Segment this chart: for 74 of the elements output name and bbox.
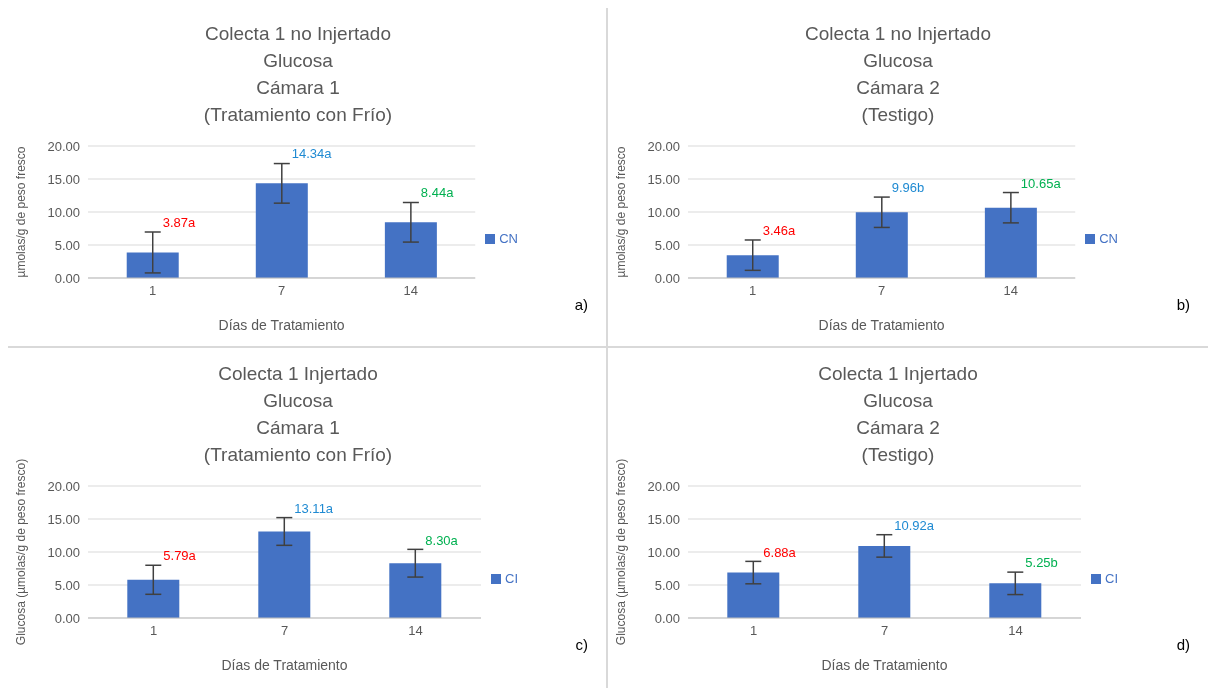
y-tick-label: 0.00 (54, 270, 80, 286)
x-tick-label: 14 (408, 623, 423, 639)
y-tick-label: 0.00 (54, 610, 80, 626)
x-tick-label: 1 (749, 623, 758, 639)
y-tick-label: 15.00 (647, 511, 680, 527)
x-axis-title: Días de Tratamiento (221, 657, 348, 673)
x-tick-label: 7 (277, 283, 286, 299)
x-tick-label: 7 (880, 623, 889, 639)
bar (727, 572, 780, 618)
y-tick-label: 20.00 (47, 478, 80, 494)
data-label: 10.92a (894, 518, 935, 534)
bar (855, 212, 908, 278)
x-tick-label: 14 (1003, 283, 1018, 299)
bar (984, 207, 1037, 278)
chart-title: Colecta 1 no Injertado Glucosa Cámara 1 (Tratamiento con Frío) (202, 22, 394, 127)
data-label: 5.79a (163, 548, 197, 564)
text: b) (1176, 296, 1190, 313)
y-tick-label: 15.00 (47, 171, 80, 187)
y-tick-label: 5.00 (654, 237, 680, 253)
x-tick-label: 7 (877, 283, 886, 299)
y-axis-title: Glucosa (µmolas/g de peso fresco) (614, 458, 629, 646)
data-label: 9.96b (891, 180, 925, 196)
y-tick-label: 15.00 (47, 511, 80, 527)
y-tick-label: 20.00 (47, 138, 80, 154)
y-tick-label: 5.00 (54, 577, 80, 593)
y-tick-label: 20.00 (647, 478, 680, 494)
y-tick-label: 15.00 (647, 171, 680, 187)
y-tick-label: 5.00 (654, 577, 680, 593)
chart-title: Colecta 1 no Injertado Glucosa Cámara 2 (Testigo) (804, 22, 992, 127)
bar (384, 222, 437, 278)
x-tick-label: 7 (280, 623, 289, 639)
text: d) (1176, 636, 1190, 653)
data-label: 6.88a (763, 544, 797, 560)
bar (858, 545, 911, 618)
legend-label: CI (1105, 570, 1118, 586)
data-label: 3.46a (762, 223, 797, 239)
data-label: 8.30a (425, 532, 459, 548)
x-tick-label: 14 (1008, 623, 1023, 639)
bar (389, 563, 442, 618)
data-label: 13.11a (294, 500, 334, 516)
legend-label: CN (1099, 230, 1118, 246)
legend-label: CI (505, 570, 518, 586)
bar (126, 252, 179, 278)
data-label: 14.34a (291, 146, 333, 162)
text: a) (574, 296, 588, 313)
data-label: 8.44a (420, 185, 455, 201)
y-axis-title: µmolas/g de peso fresco (614, 146, 629, 278)
bar (258, 531, 311, 618)
x-axis-title: Días de Tratamiento (818, 317, 945, 333)
x-tick-label: 1 (148, 283, 157, 299)
x-axis-title: Días de Tratamiento (821, 657, 948, 673)
x-axis-title: Días de Tratamiento (218, 317, 345, 333)
data-label: 3.87a (162, 214, 197, 230)
data-label: 5.25b (1025, 555, 1058, 571)
y-tick-label: 10.00 (647, 204, 680, 220)
y-tick-label: 0.00 (654, 270, 680, 286)
bar (989, 583, 1042, 618)
y-axis-title: Glucosa (µmolas/g de peso fresco) (14, 458, 29, 646)
x-tick-label: 1 (748, 283, 757, 299)
x-tick-label: 14 (403, 283, 418, 299)
y-tick-label: 10.00 (47, 544, 80, 560)
y-tick-label: 20.00 (647, 138, 680, 154)
y-tick-label: 10.00 (647, 544, 680, 560)
bar (726, 255, 779, 278)
bar (127, 579, 180, 618)
text: c) (575, 636, 588, 653)
y-tick-label: 0.00 (654, 610, 680, 626)
x-tick-label: 1 (149, 623, 158, 639)
y-tick-label: 10.00 (47, 204, 80, 220)
legend-label: CN (499, 230, 518, 246)
data-label: 10.65a (1020, 175, 1062, 191)
bar (255, 183, 308, 278)
y-tick-label: 5.00 (54, 237, 80, 253)
y-axis-title: µmolas/g de peso fresco (14, 146, 29, 278)
